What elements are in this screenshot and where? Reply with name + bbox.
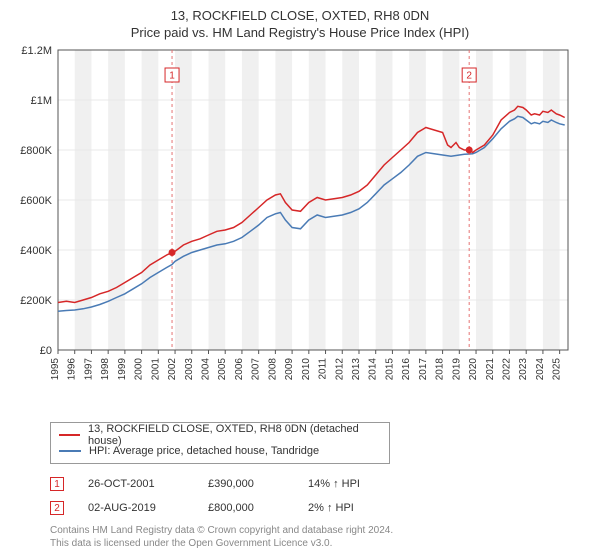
svg-text:2008: 2008 bbox=[267, 358, 278, 381]
chart-area: £0 £200K £400K £600K £800K £1M £1.2M 1995 1996 19… bbox=[10, 44, 590, 414]
event-delta: 2% ↑ HPI bbox=[308, 502, 408, 514]
footer-line1: Contains HM Land Registry data © Crown c… bbox=[50, 524, 600, 537]
event-date: 02-AUG-2019 bbox=[88, 502, 208, 514]
legend-row: 13, ROCKFIELD CLOSE, OXTED, RH8 0DN (det… bbox=[59, 427, 381, 443]
legend: 13, ROCKFIELD CLOSE, OXTED, RH8 0DN (det… bbox=[50, 422, 390, 464]
legend-swatch bbox=[59, 450, 81, 452]
title-subtitle: Price paid vs. HM Land Registry's House … bbox=[0, 25, 600, 40]
svg-text:2006: 2006 bbox=[234, 358, 245, 381]
svg-text:1995: 1995 bbox=[50, 358, 61, 381]
svg-text:2: 2 bbox=[466, 71, 472, 82]
svg-text:£0: £0 bbox=[40, 345, 52, 357]
svg-text:2015: 2015 bbox=[384, 358, 395, 381]
event-badge: 2 bbox=[50, 501, 64, 515]
svg-text:2023: 2023 bbox=[518, 358, 529, 381]
svg-text:2002: 2002 bbox=[167, 358, 178, 381]
legend-label: 13, ROCKFIELD CLOSE, OXTED, RH8 0DN (det… bbox=[88, 423, 381, 447]
event-row: 2 02-AUG-2019£800,0002% ↑ HPI bbox=[50, 498, 600, 518]
svg-text:2012: 2012 bbox=[334, 358, 345, 381]
svg-text:2024: 2024 bbox=[535, 358, 546, 381]
svg-text:2003: 2003 bbox=[184, 358, 195, 381]
event-price: £800,000 bbox=[208, 502, 308, 514]
svg-text:2011: 2011 bbox=[318, 358, 329, 380]
svg-text:2000: 2000 bbox=[134, 358, 145, 381]
svg-text:£1.2M: £1.2M bbox=[21, 45, 52, 57]
svg-text:2018: 2018 bbox=[435, 358, 446, 381]
svg-text:2019: 2019 bbox=[451, 358, 462, 381]
line-chart: £0 £200K £400K £600K £800K £1M £1.2M 1995 1996 19… bbox=[10, 44, 590, 414]
footer-attribution: Contains HM Land Registry data © Crown c… bbox=[50, 524, 600, 550]
event-list: 1 26-OCT-2001£390,00014% ↑ HPI 2 02-AUG-201… bbox=[50, 474, 600, 518]
svg-text:2025: 2025 bbox=[552, 358, 563, 381]
svg-text:1996: 1996 bbox=[67, 358, 78, 381]
svg-text:£400K: £400K bbox=[20, 245, 52, 257]
svg-text:1: 1 bbox=[169, 71, 175, 82]
event-date: 26-OCT-2001 bbox=[88, 478, 208, 490]
svg-text:2022: 2022 bbox=[501, 358, 512, 381]
svg-text:2014: 2014 bbox=[368, 358, 379, 381]
event-row: 1 26-OCT-2001£390,00014% ↑ HPI bbox=[50, 474, 600, 494]
legend-swatch bbox=[59, 434, 80, 436]
svg-text:2009: 2009 bbox=[284, 358, 295, 381]
svg-text:£800K: £800K bbox=[20, 145, 52, 157]
svg-text:2004: 2004 bbox=[200, 358, 211, 381]
svg-text:1997: 1997 bbox=[83, 358, 94, 381]
event-badge: 1 bbox=[50, 477, 64, 491]
event-price: £390,000 bbox=[208, 478, 308, 490]
svg-text:2001: 2001 bbox=[150, 358, 161, 381]
footer-line2: This data is licensed under the Open Gov… bbox=[50, 537, 600, 550]
svg-text:2010: 2010 bbox=[301, 358, 312, 381]
svg-text:2007: 2007 bbox=[251, 358, 262, 381]
svg-text:2021: 2021 bbox=[485, 358, 496, 381]
svg-text:2017: 2017 bbox=[418, 358, 429, 381]
svg-text:2013: 2013 bbox=[351, 358, 362, 381]
event-delta: 14% ↑ HPI bbox=[308, 478, 408, 490]
svg-text:1998: 1998 bbox=[100, 358, 111, 381]
legend-label: HPI: Average price, detached house, Tand… bbox=[89, 445, 319, 457]
title-block: 13, ROCKFIELD CLOSE, OXTED, RH8 0DN Pric… bbox=[0, 0, 600, 44]
svg-text:2016: 2016 bbox=[401, 358, 412, 381]
title-address: 13, ROCKFIELD CLOSE, OXTED, RH8 0DN bbox=[0, 8, 600, 23]
svg-text:£600K: £600K bbox=[20, 195, 52, 207]
page-container: 13, ROCKFIELD CLOSE, OXTED, RH8 0DN Pric… bbox=[0, 0, 600, 560]
svg-text:£1M: £1M bbox=[31, 95, 52, 107]
svg-text:2005: 2005 bbox=[217, 358, 228, 381]
svg-text:£200K: £200K bbox=[20, 295, 52, 307]
svg-text:2020: 2020 bbox=[468, 358, 479, 381]
svg-text:1999: 1999 bbox=[117, 358, 128, 381]
